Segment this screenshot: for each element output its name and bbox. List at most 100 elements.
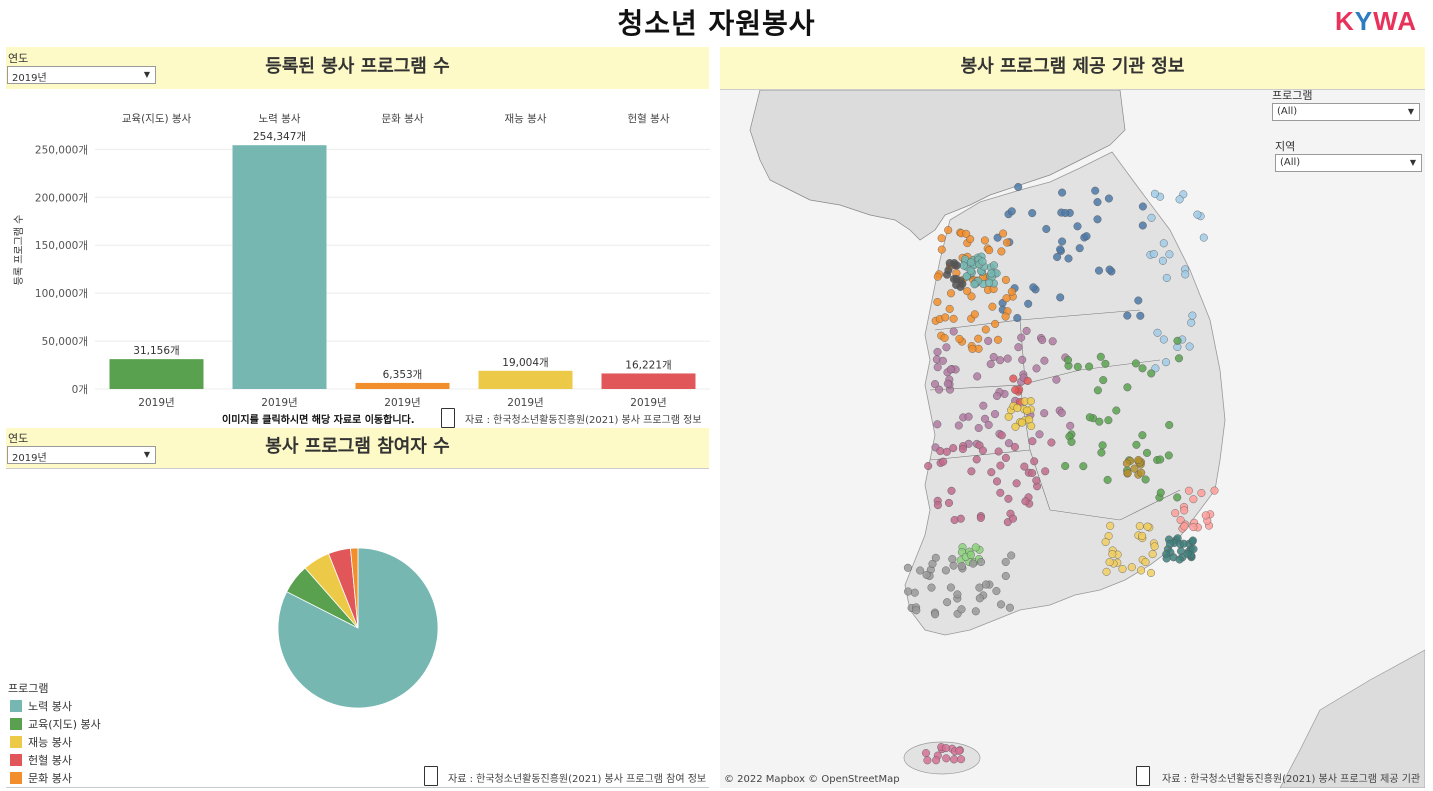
map-point[interactable] [992, 587, 1001, 596]
map-point[interactable] [953, 590, 962, 599]
map-point[interactable] [1105, 265, 1114, 274]
map-point[interactable] [1028, 469, 1037, 478]
map-point[interactable] [941, 744, 950, 753]
map-point[interactable] [933, 363, 942, 372]
map-attribution[interactable]: © 2022 Mapbox © OpenStreetMap [724, 774, 900, 785]
map-point[interactable] [933, 420, 942, 429]
map-point[interactable] [946, 583, 955, 592]
map-point[interactable] [994, 447, 1003, 456]
map-point[interactable] [955, 334, 964, 343]
map-point[interactable] [1020, 462, 1029, 471]
pie-chart[interactable] [270, 540, 446, 716]
map-point[interactable] [1032, 364, 1041, 373]
map-point[interactable] [966, 258, 975, 267]
map-point[interactable] [1104, 416, 1113, 425]
map-point[interactable] [1053, 252, 1062, 261]
legend-item[interactable]: 노력 봉사 [10, 698, 72, 714]
map-view[interactable] [720, 90, 1425, 788]
map-point[interactable] [916, 566, 925, 575]
map-point[interactable] [956, 514, 965, 523]
map-point[interactable] [1197, 489, 1206, 498]
map-point[interactable] [910, 588, 919, 597]
map-point[interactable] [952, 280, 961, 289]
map-point[interactable] [1193, 210, 1202, 219]
map-point[interactable] [933, 297, 942, 306]
map-point[interactable] [1164, 451, 1173, 460]
map-point[interactable] [944, 498, 953, 507]
map-point[interactable] [1175, 555, 1184, 564]
map-point[interactable] [975, 594, 984, 603]
map-point[interactable] [996, 356, 1005, 365]
map-point[interactable] [974, 424, 983, 433]
map-point[interactable] [923, 756, 932, 765]
bar-source[interactable]: 자료 : 한국청소년활동진흥원(2021) 봉사 프로그램 정보 [465, 415, 702, 426]
map-point[interactable] [955, 746, 964, 755]
map-point[interactable] [971, 607, 980, 616]
map-point[interactable] [1159, 335, 1168, 344]
map-point[interactable] [1082, 232, 1091, 241]
map-point[interactable] [942, 343, 951, 352]
bar-year-dropdown[interactable]: 2019년 ▼ [7, 66, 156, 84]
map-point[interactable] [993, 391, 1002, 400]
map-point[interactable] [1141, 558, 1150, 567]
map-point[interactable] [941, 313, 950, 322]
map-point[interactable] [1098, 441, 1107, 450]
map-point[interactable] [973, 372, 982, 381]
legend-item[interactable]: 헌혈 봉사 [10, 752, 72, 768]
map-point[interactable] [1058, 237, 1067, 246]
map-point[interactable] [1095, 417, 1104, 426]
map-point[interactable] [928, 559, 937, 568]
map-point[interactable] [974, 334, 983, 343]
map-point[interactable] [969, 559, 978, 568]
map-point[interactable] [921, 749, 930, 758]
map-point[interactable] [944, 226, 953, 235]
map-point[interactable] [903, 563, 912, 572]
map-point[interactable] [985, 278, 994, 287]
map-point[interactable] [978, 257, 987, 266]
map-point[interactable] [1014, 182, 1023, 191]
map-point[interactable] [987, 269, 996, 278]
map-point[interactable] [972, 455, 981, 464]
map-point[interactable] [933, 272, 942, 281]
map-point[interactable] [922, 570, 931, 579]
map-point[interactable] [993, 233, 1002, 242]
map-point[interactable] [989, 353, 998, 362]
map-point[interactable] [957, 562, 966, 571]
map-point[interactable] [938, 356, 947, 365]
map-point[interactable] [1001, 572, 1010, 581]
map-point[interactable] [1189, 495, 1198, 504]
map-point[interactable] [1047, 438, 1056, 447]
map-point[interactable] [987, 468, 996, 477]
map-point[interactable] [946, 289, 955, 298]
map-point[interactable] [937, 245, 946, 254]
map-point[interactable] [1189, 523, 1198, 532]
document-icon[interactable] [424, 766, 438, 786]
map-point[interactable] [996, 461, 1005, 470]
map-point[interactable] [1180, 506, 1189, 515]
map-point[interactable] [1101, 538, 1110, 547]
map-point[interactable] [1105, 558, 1114, 567]
map-point[interactable] [1035, 430, 1044, 439]
map-point[interactable] [1014, 343, 1023, 352]
map-point[interactable] [999, 229, 1008, 238]
map-point[interactable] [1127, 563, 1136, 572]
map-point[interactable] [943, 379, 952, 388]
map-point[interactable] [966, 266, 975, 275]
pie-year-dropdown[interactable]: 2019년 ▼ [7, 446, 156, 464]
map-point[interactable] [1067, 437, 1076, 446]
map-point[interactable] [942, 447, 951, 456]
map-point[interactable] [924, 462, 933, 471]
map-point[interactable] [1175, 354, 1184, 363]
bar[interactable] [355, 382, 450, 389]
map-point[interactable] [1101, 359, 1110, 368]
map-point[interactable] [1118, 565, 1127, 574]
map-point[interactable] [1009, 514, 1018, 523]
map-point[interactable] [1075, 244, 1084, 253]
map-point[interactable] [1162, 273, 1171, 282]
map-point[interactable] [1136, 311, 1145, 320]
map-point[interactable] [932, 756, 941, 765]
document-icon[interactable] [441, 408, 455, 428]
map-point[interactable] [1001, 312, 1010, 321]
program-dropdown[interactable]: (All) ▼ [1272, 103, 1420, 121]
map-point[interactable] [1188, 311, 1197, 320]
